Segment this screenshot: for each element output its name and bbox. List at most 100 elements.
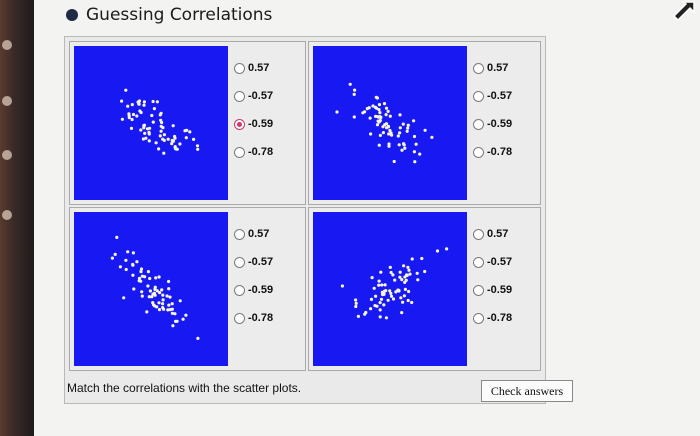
scatter-point [397, 288, 401, 292]
scatter-point [178, 299, 182, 303]
radio-button[interactable] [234, 228, 245, 240]
radio-button[interactable] [234, 284, 245, 296]
option-row[interactable]: -0.57 [234, 82, 273, 110]
instruction-text: Match the correlations with the scatter … [67, 381, 302, 395]
scatter-cell-2: 0.57 -0.57 -0.59 -0.78 [308, 41, 541, 205]
radio-button[interactable] [234, 312, 245, 324]
scatter-point [412, 134, 417, 139]
scatter-point [161, 298, 165, 302]
correlation-options-1: 0.57 -0.57 -0.59 -0.78 [234, 54, 273, 166]
scatter-point [398, 270, 402, 274]
radio-button[interactable] [234, 62, 245, 74]
scatter-point [161, 306, 165, 310]
scatter-point [173, 136, 177, 140]
scatter-point [377, 279, 381, 283]
scatter-point [170, 302, 174, 306]
scatter-point [132, 287, 136, 291]
radio-button[interactable] [473, 228, 484, 240]
radio-button[interactable] [473, 90, 484, 102]
scatter-point [382, 102, 387, 106]
scatter-point [118, 265, 122, 269]
scatter-point [383, 123, 387, 127]
scatter-point [192, 137, 196, 141]
scatter-point [408, 272, 412, 276]
scatter-point [415, 271, 419, 275]
scatter-point [127, 116, 131, 120]
radio-button[interactable] [234, 90, 245, 102]
scatter-point [143, 131, 147, 135]
option-row[interactable]: -0.59 [473, 276, 512, 304]
option-row[interactable]: -0.59 [473, 110, 512, 138]
radio-button[interactable] [473, 118, 484, 130]
scatter-point [145, 310, 149, 314]
option-label: 0.57 [487, 228, 509, 240]
scatter-point [157, 147, 161, 151]
radio-button[interactable] [473, 256, 484, 268]
scatter-point [389, 291, 393, 295]
scatter-point [389, 270, 393, 275]
option-row[interactable]: -0.57 [473, 248, 512, 276]
correlation-options-3: 0.57 -0.57 -0.59 -0.78 [234, 220, 273, 332]
option-label: -0.78 [487, 146, 513, 158]
scatter-point [423, 269, 427, 274]
scatter-point [370, 276, 374, 280]
scatter-point [378, 315, 382, 319]
scatter-point [376, 119, 380, 123]
scatter-point [155, 100, 159, 104]
option-row[interactable]: 0.57 [234, 54, 273, 82]
option-label: -0.59 [487, 284, 513, 296]
scatter-point [377, 283, 381, 287]
scatter-point [391, 273, 395, 277]
scatter-point [147, 139, 151, 143]
scatter-point [137, 99, 142, 103]
scatter-point [135, 260, 139, 264]
scatter-point [403, 280, 407, 284]
radio-button[interactable] [473, 62, 484, 74]
scatter-point [170, 311, 174, 315]
scatter-point [398, 126, 402, 130]
scatter-point [142, 126, 146, 130]
scatter-point [126, 104, 130, 108]
radio-button[interactable] [234, 256, 245, 268]
option-row[interactable]: 0.57 [473, 54, 512, 82]
option-label: -0.57 [487, 256, 513, 268]
scatter-point [387, 132, 391, 136]
option-label: -0.57 [487, 90, 513, 102]
option-row[interactable]: 0.57 [234, 220, 273, 248]
option-row[interactable]: -0.78 [473, 304, 512, 332]
option-row[interactable]: -0.59 [234, 276, 273, 304]
scatter-point [137, 102, 141, 106]
radio-button[interactable] [234, 118, 245, 130]
scatter-point [113, 252, 117, 256]
check-answers-button[interactable]: Check answers [481, 380, 573, 402]
scatter-point [354, 304, 358, 309]
decor-dot [2, 210, 12, 220]
scatter-point [171, 139, 176, 143]
scatter-point [340, 284, 344, 288]
scatter-point [377, 103, 382, 107]
option-row[interactable]: -0.78 [473, 138, 512, 166]
radio-button[interactable] [473, 146, 484, 158]
scatter-point [126, 250, 130, 254]
radio-button[interactable] [473, 312, 484, 324]
scatter-point [168, 295, 172, 299]
scatter-point [166, 137, 170, 141]
option-label: -0.59 [248, 284, 274, 296]
decor-dot [2, 150, 12, 160]
radio-button[interactable] [473, 284, 484, 296]
option-row[interactable]: -0.57 [234, 248, 273, 276]
option-row[interactable]: -0.57 [473, 82, 512, 110]
option-row[interactable]: -0.78 [234, 138, 273, 166]
scatter-point [401, 300, 405, 304]
scatter-point [161, 126, 165, 130]
scatter-point [402, 294, 406, 298]
option-row[interactable]: 0.57 [473, 220, 512, 248]
option-row[interactable]: -0.59 [234, 110, 273, 138]
radio-button[interactable] [234, 146, 245, 158]
option-row[interactable]: -0.78 [234, 304, 273, 332]
scatter-point [160, 120, 164, 125]
scatter-point [405, 129, 409, 133]
scatter-point [372, 286, 376, 290]
decor-dot [2, 40, 12, 50]
scatter-point [142, 103, 146, 107]
